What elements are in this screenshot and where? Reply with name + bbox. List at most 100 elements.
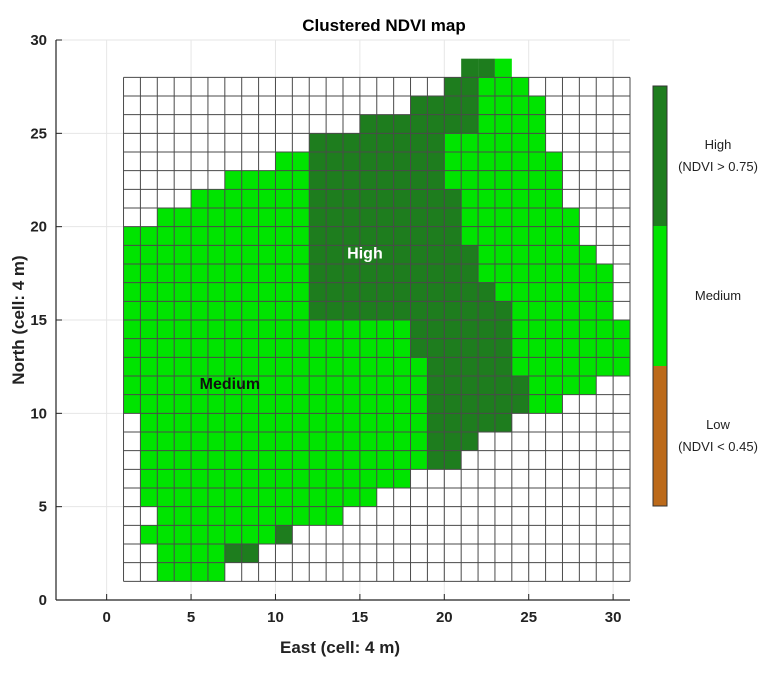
ndvi-cell [275, 394, 293, 414]
ndvi-cell [545, 282, 563, 302]
ndvi-cell [140, 413, 158, 432]
ndvi-cell [494, 376, 512, 395]
ndvi-cell [241, 282, 259, 302]
ndvi-cell [528, 114, 546, 134]
ndvi-cell [410, 189, 428, 208]
ndvi-cell [326, 301, 343, 320]
ndvi-cell [191, 189, 208, 208]
ndvi-cell [596, 264, 614, 283]
ndvi-cell [444, 282, 462, 302]
ndvi-cell [258, 432, 276, 451]
ndvi-cell [174, 338, 192, 358]
ndvi-cell [410, 226, 428, 246]
ndvi-cell [343, 133, 360, 152]
ndvi-cell [579, 245, 597, 264]
ndvi-cell [596, 282, 614, 302]
ndvi-cell [511, 245, 529, 264]
ndvi-cell [191, 376, 208, 395]
ndvi-cell [393, 338, 411, 358]
ndvi-cell [528, 376, 546, 395]
ndvi-cell [224, 282, 242, 302]
ndvi-cell [461, 357, 479, 376]
ndvi-cell [494, 170, 512, 190]
ndvi-cell [275, 525, 293, 544]
ndvi-cell [528, 282, 546, 302]
ndvi-cell [207, 376, 225, 395]
ndvi-cell [461, 301, 479, 320]
ndvi-cell [376, 264, 394, 283]
ndvi-cell [427, 394, 445, 414]
ndvi-cell [478, 208, 495, 227]
ndvi-cell [309, 189, 327, 208]
ndvi-cell [461, 96, 479, 115]
colorbar-swatch-medium [653, 226, 667, 366]
ndvi-cell [478, 394, 495, 414]
ndvi-cell [309, 170, 327, 190]
ndvi-cell [241, 226, 259, 246]
ndvi-cell [326, 506, 343, 526]
ndvi-cell [224, 525, 242, 544]
ndvi-cell [157, 469, 175, 488]
ndvi-cell [292, 432, 310, 451]
cells-layer [123, 58, 630, 582]
ndvi-cell [528, 170, 546, 190]
ndvi-cell [376, 245, 394, 264]
ndvi-cell [343, 432, 360, 451]
ndvi-cell [393, 114, 411, 134]
ndvi-cell [191, 488, 208, 507]
ndvi-cell [376, 432, 394, 451]
ndvi-cell [309, 338, 327, 358]
ndvi-cell [326, 133, 343, 152]
ndvi-cell [562, 282, 580, 302]
ndvi-cell [174, 394, 192, 414]
ndvi-cell [191, 301, 208, 320]
ndvi-cell [191, 544, 208, 563]
ndvi-cell [478, 189, 495, 208]
ndvi-cell [157, 245, 175, 264]
ndvi-cell [393, 282, 411, 302]
ndvi-cell [444, 301, 462, 320]
ndvi-cell [494, 189, 512, 208]
ndvi-cell [545, 226, 563, 246]
ndvi-cell [461, 264, 479, 283]
ndvi-cell [494, 208, 512, 227]
ndvi-cell [461, 376, 479, 395]
ndvi-cell [511, 394, 529, 414]
ndvi-cell [461, 226, 479, 246]
y-tick-label: 20 [30, 219, 47, 236]
ndvi-cell [258, 450, 276, 470]
ndvi-cell [207, 320, 225, 339]
ndvi-cell [596, 357, 614, 376]
ndvi-cell [207, 264, 225, 283]
ndvi-cell [157, 562, 175, 582]
ndvi-cell [224, 376, 242, 395]
ndvi-cell [393, 320, 411, 339]
ndvi-cell [359, 338, 377, 358]
ndvi-cell [376, 152, 394, 171]
ndvi-cell [140, 394, 158, 414]
ndvi-cell [224, 320, 242, 339]
ndvi-cell [562, 208, 580, 227]
ndvi-cell [393, 301, 411, 320]
ndvi-cell [478, 376, 495, 395]
ndvi-cell [292, 376, 310, 395]
ndvi-cell [545, 189, 563, 208]
ndvi-cell [478, 226, 495, 246]
ndvi-cell [376, 469, 394, 488]
ndvi-cell [292, 394, 310, 414]
ndvi-cell [309, 450, 327, 470]
ndvi-cell [258, 376, 276, 395]
ndvi-cell [174, 432, 192, 451]
ndvi-cell [410, 152, 428, 171]
ndvi-cell [343, 488, 360, 507]
ndvi-cell [461, 133, 479, 152]
ndvi-cell [343, 413, 360, 432]
ndvi-cell [224, 394, 242, 414]
ndvi-cell [174, 469, 192, 488]
ndvi-cell [157, 506, 175, 526]
ndvi-cell [207, 469, 225, 488]
ndvi-cell [309, 413, 327, 432]
ndvi-cell [326, 208, 343, 227]
ndvi-cell [292, 488, 310, 507]
ndvi-cell [309, 376, 327, 395]
